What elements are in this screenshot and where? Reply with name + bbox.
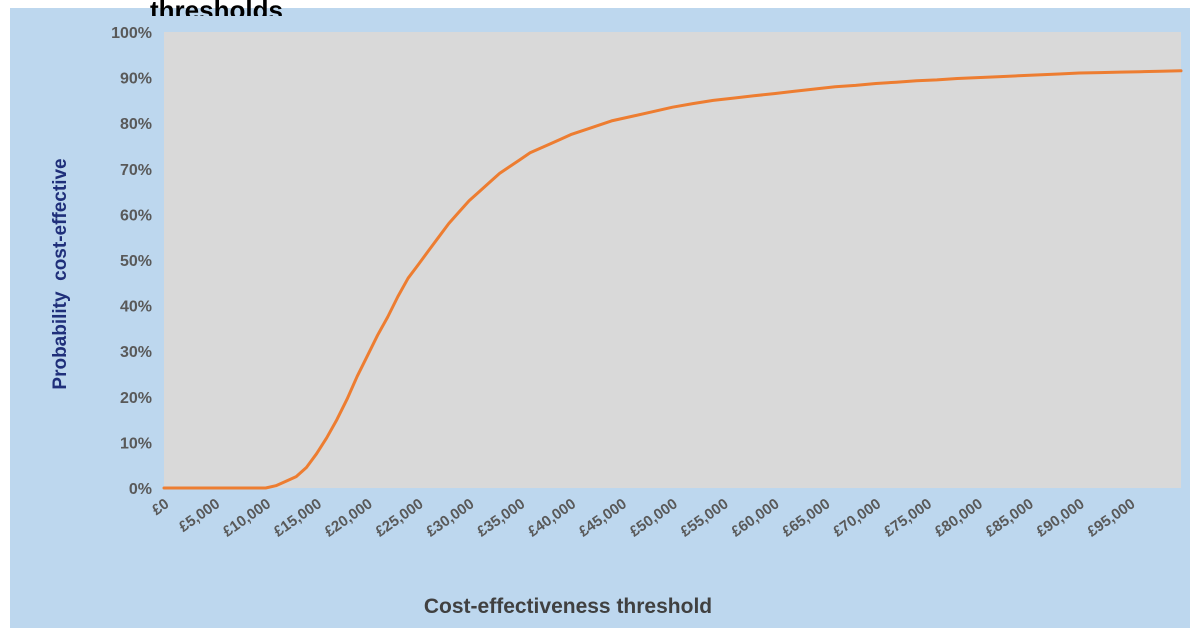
x-tick-label: £20,000 xyxy=(322,495,376,540)
x-tick-label: £45,000 xyxy=(576,495,630,540)
x-tick-label: £85,000 xyxy=(983,495,1037,540)
plot-area xyxy=(164,32,1181,488)
y-tick-label: 30% xyxy=(120,344,152,361)
x-tick-label: £95,000 xyxy=(1084,495,1138,540)
chart-svg: 0% 10% 20% 30% 40% 50% 60% 70% 80% 90% 100% £0 £5,0… xyxy=(10,8,1190,628)
chart-area: thresholds 0% 10% 20% 30% 40% 50% 60% 70% 80% 90%… xyxy=(10,8,1190,628)
x-tick-label: £15,000 xyxy=(271,495,325,540)
x-tick-label: £80,000 xyxy=(932,495,986,540)
y-tick-label: 20% xyxy=(120,390,152,407)
y-tick-labels: 0% 10% 20% 30% 40% 50% 60% 70% 80% 90% 100% xyxy=(111,25,152,498)
y-tick-label: 70% xyxy=(120,162,152,179)
x-tick-label: £90,000 xyxy=(1033,495,1087,540)
x-tick-label: £0 xyxy=(149,495,172,518)
y-tick-label: 40% xyxy=(120,299,152,316)
y-tick-label: 90% xyxy=(120,71,152,88)
x-tick-label: £40,000 xyxy=(525,495,579,540)
x-tick-label: £35,000 xyxy=(474,495,528,540)
x-tick-label: £25,000 xyxy=(372,495,426,540)
x-tick-labels: £0 £5,000£10,000£15,000£20,000£25,000£30,… xyxy=(149,495,1139,540)
x-tick-label: £55,000 xyxy=(677,495,731,540)
x-tick-label: £50,000 xyxy=(627,495,681,540)
y-tick-label: 80% xyxy=(120,116,152,133)
x-tick-label: £75,000 xyxy=(881,495,935,540)
y-tick-label: 10% xyxy=(120,435,152,452)
x-tick-label: £60,000 xyxy=(728,495,782,540)
x-tick-label: £30,000 xyxy=(423,495,477,540)
y-tick-label: 50% xyxy=(120,253,152,270)
y-tick-label: 60% xyxy=(120,207,152,224)
y-axis-title: Probability cost-effective xyxy=(50,158,71,389)
y-tick-label: 100% xyxy=(111,25,152,42)
x-tick-label: £10,000 xyxy=(220,495,274,540)
x-tick-label: £70,000 xyxy=(830,495,884,540)
x-tick-label: £65,000 xyxy=(779,495,833,540)
x-tick-label: £5,000 xyxy=(176,495,223,535)
y-tick-label: 0% xyxy=(129,481,152,498)
x-axis-title: Cost-effectiveness threshold xyxy=(424,595,712,618)
